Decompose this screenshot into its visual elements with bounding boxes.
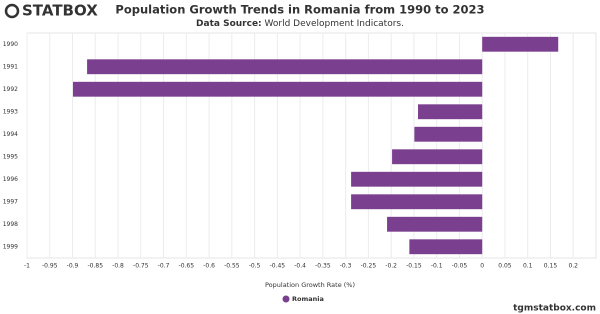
y-tick-label: 1998 [3,221,18,228]
x-tick-label: -0.9 [67,263,79,270]
x-tick-label: -0.25 [361,263,377,270]
bar [418,104,483,120]
subtitle-label: Data Source: [196,19,262,29]
legend-marker [282,295,290,303]
x-tick-label: -0.1 [431,263,443,270]
y-tick-label: 1994 [3,131,18,138]
x-tick-label: -0.6 [203,263,215,270]
x-axis-label: Population Growth Rate (%) [265,281,355,289]
bar [351,194,483,210]
y-tick-label: 1997 [3,198,18,205]
x-tick-label: -0.05 [452,263,468,270]
x-tick-label: 0.15 [544,263,558,270]
x-tick-label: -0.5 [249,263,261,270]
bar [392,149,483,165]
x-tick-label: -0.7 [158,263,170,270]
bar [87,59,483,75]
bar [409,239,483,255]
y-tick-label: 1990 [3,41,18,48]
x-tick-label: 0.1 [523,263,533,270]
chart-title: Population Growth Trends in Romania from… [115,3,484,17]
y-tick-label: 1999 [3,243,18,250]
bar [351,171,483,187]
chart-subtitle: Data Source: World Development Indicator… [196,19,404,29]
x-tick-label: -0.85 [88,263,104,270]
x-tick-label: -0.15 [406,263,422,270]
subtitle-text: World Development Indicators. [265,19,404,29]
x-tick-label: 0 [480,263,484,270]
x-tick-label: -0.35 [315,263,331,270]
x-tick-label: -0.2 [385,263,397,270]
x-tick-label: -0.75 [133,263,149,270]
bar [72,81,483,97]
bar [387,216,483,232]
x-tick-label: -0.95 [42,263,58,270]
y-tick-label: 1992 [3,86,18,93]
x-tick-label: -0.3 [340,263,352,270]
footer: tgmstatbox.com [513,304,596,314]
x-tick-label: 0.2 [568,263,578,270]
y-tick-label: 1993 [3,108,18,115]
logo: STATBOX [22,2,98,20]
legend-label: Romania [292,295,324,303]
logo-icon [4,3,20,19]
x-tick-label: -0.45 [270,263,286,270]
x-tick-label: -1 [24,263,30,270]
x-tick-label: -0.55 [224,263,240,270]
bar [414,126,483,142]
y-tick-label: 1991 [3,63,18,70]
bar [482,36,559,52]
x-tick-label: -0.4 [294,263,306,270]
x-tick-label: 0.05 [498,263,512,270]
x-tick-label: -0.65 [179,263,195,270]
y-tick-label: 1995 [3,153,18,160]
x-tick-label: -0.8 [112,263,124,270]
y-tick-label: 1996 [3,176,18,183]
